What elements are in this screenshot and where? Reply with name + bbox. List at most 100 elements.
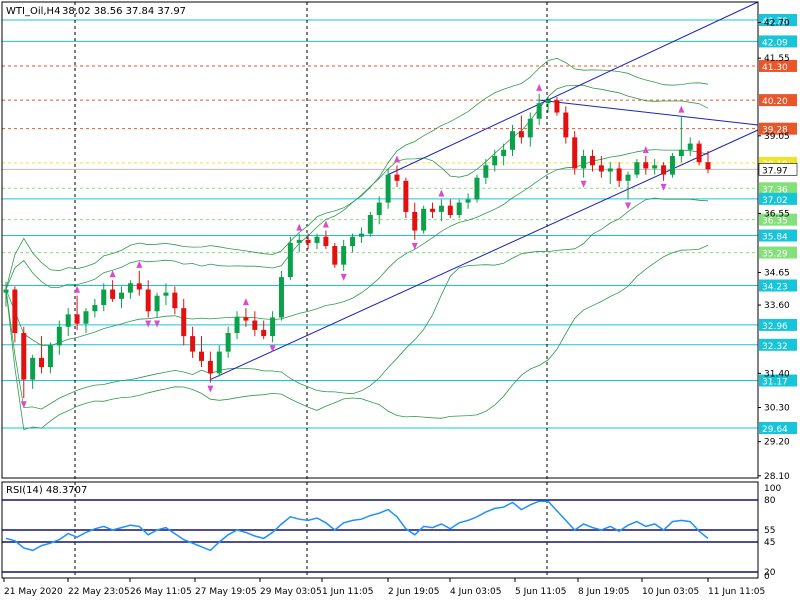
- y-axis-label: 39.05: [764, 132, 790, 142]
- candle-body: [643, 162, 649, 169]
- price-level-label: 31.17: [762, 377, 788, 387]
- channel-upper-line: [387, 1, 759, 176]
- candle-body: [492, 156, 498, 166]
- candle-body: [261, 329, 267, 337]
- price-level-label: 32.96: [762, 322, 788, 332]
- candle-body: [21, 332, 27, 380]
- fractal-up-marker: [74, 285, 81, 293]
- candle-body: [101, 289, 107, 306]
- candle-body: [234, 317, 240, 333]
- x-axis-label: 1 Jun 11:05: [322, 587, 373, 597]
- y-axis-label: 41.55: [764, 54, 790, 64]
- fractal-up-marker: [438, 189, 445, 197]
- symbol-timeframe-label: WTI_Oil,H4: [6, 6, 60, 17]
- price-level-tag: [759, 279, 797, 292]
- fractal-down-marker: [207, 385, 214, 393]
- candle-body: [572, 137, 578, 169]
- candle-body: [563, 112, 569, 138]
- x-axis-label: 22 May 23:05: [68, 587, 130, 597]
- candle-body: [527, 118, 533, 138]
- candle-body: [350, 236, 356, 247]
- candle-body: [154, 295, 160, 312]
- fractal-down-marker: [580, 180, 587, 188]
- candle-body: [127, 283, 133, 293]
- rsi-axis-label: 45: [764, 538, 775, 548]
- price-panel-border: [1, 1, 759, 479]
- candle-body: [705, 162, 711, 170]
- bollinger-band-line: [5, 244, 709, 431]
- candle-body: [314, 236, 320, 243]
- y-axis-label: 33.60: [764, 301, 790, 311]
- candle-body: [341, 246, 347, 265]
- candle-body: [3, 289, 9, 293]
- candle-body: [92, 305, 98, 312]
- x-axis-label: 29 May 03:05: [260, 587, 322, 597]
- candle-body: [56, 326, 62, 346]
- rsi-panel-border: [1, 481, 759, 579]
- x-axis-label: 8 Jun 19:05: [578, 587, 629, 597]
- candle-body: [145, 289, 151, 312]
- price-level-label: 37.36: [762, 185, 788, 195]
- price-level-tag: [759, 182, 797, 195]
- candle-body: [456, 202, 462, 215]
- candle-body: [678, 149, 684, 156]
- y-axis-label: 30.30: [764, 404, 790, 414]
- rsi-axis-label: 100: [764, 484, 781, 494]
- candle-body: [669, 156, 675, 175]
- price-level-tag: [759, 338, 797, 351]
- fractal-down-marker: [269, 345, 276, 353]
- candle-body: [181, 308, 187, 337]
- price-level-label: 39.28: [762, 126, 788, 136]
- candle-body: [136, 283, 142, 290]
- x-axis-label: 2 Jun 19:05: [388, 587, 439, 597]
- candle-body: [501, 149, 507, 156]
- candle-body: [465, 199, 471, 203]
- candle-body: [287, 242, 293, 278]
- candle-body: [616, 168, 622, 181]
- price-level-label: 35.84: [762, 232, 788, 242]
- candle-body: [696, 143, 702, 163]
- candle-body: [323, 236, 329, 247]
- price-level-label: 34.23: [762, 282, 788, 292]
- candle-body: [687, 143, 693, 150]
- price-level-label: 40.20: [762, 97, 788, 107]
- candle-body: [305, 239, 311, 243]
- price-level-label: 32.32: [762, 342, 788, 352]
- fractal-down-marker: [145, 320, 152, 328]
- price-level-tag: [759, 374, 797, 387]
- y-axis-label: 34.65: [764, 268, 790, 278]
- price-level-label: 37.02: [762, 196, 788, 206]
- fractal-up-marker: [393, 155, 400, 163]
- candle-body: [394, 174, 400, 181]
- y-axis-label: 28.10: [764, 472, 790, 482]
- fractal-down-marker: [340, 273, 347, 281]
- fractal-down-marker: [411, 242, 418, 250]
- candle-body: [581, 156, 587, 169]
- fractal-up-marker: [109, 270, 116, 278]
- fractal-up-marker: [242, 298, 249, 306]
- candle-body: [536, 103, 542, 119]
- candle-body: [163, 292, 169, 296]
- ohlc-label: 38.02 38.56 37.84 37.97: [62, 6, 186, 17]
- candle-body: [652, 165, 658, 169]
- channel-lower-line: [210, 129, 759, 381]
- candle-body: [30, 357, 36, 380]
- candle-body: [119, 292, 125, 299]
- candle-body: [367, 214, 373, 234]
- candle-body: [358, 233, 364, 237]
- candle-body: [83, 311, 89, 324]
- candle-body: [216, 351, 222, 374]
- candle-body: [252, 320, 258, 330]
- fractal-down-marker: [660, 183, 667, 191]
- price-level-tag: [759, 229, 797, 242]
- price-level-label: 42.09: [762, 38, 788, 48]
- price-level-label: 35.29: [762, 250, 788, 260]
- candle-body: [598, 165, 604, 172]
- candle-body: [403, 180, 409, 212]
- y-axis-label: 36.55: [764, 209, 790, 219]
- price-level-tag: [759, 192, 797, 205]
- fractal-up-marker: [296, 223, 303, 231]
- fractal-down-marker: [625, 202, 632, 210]
